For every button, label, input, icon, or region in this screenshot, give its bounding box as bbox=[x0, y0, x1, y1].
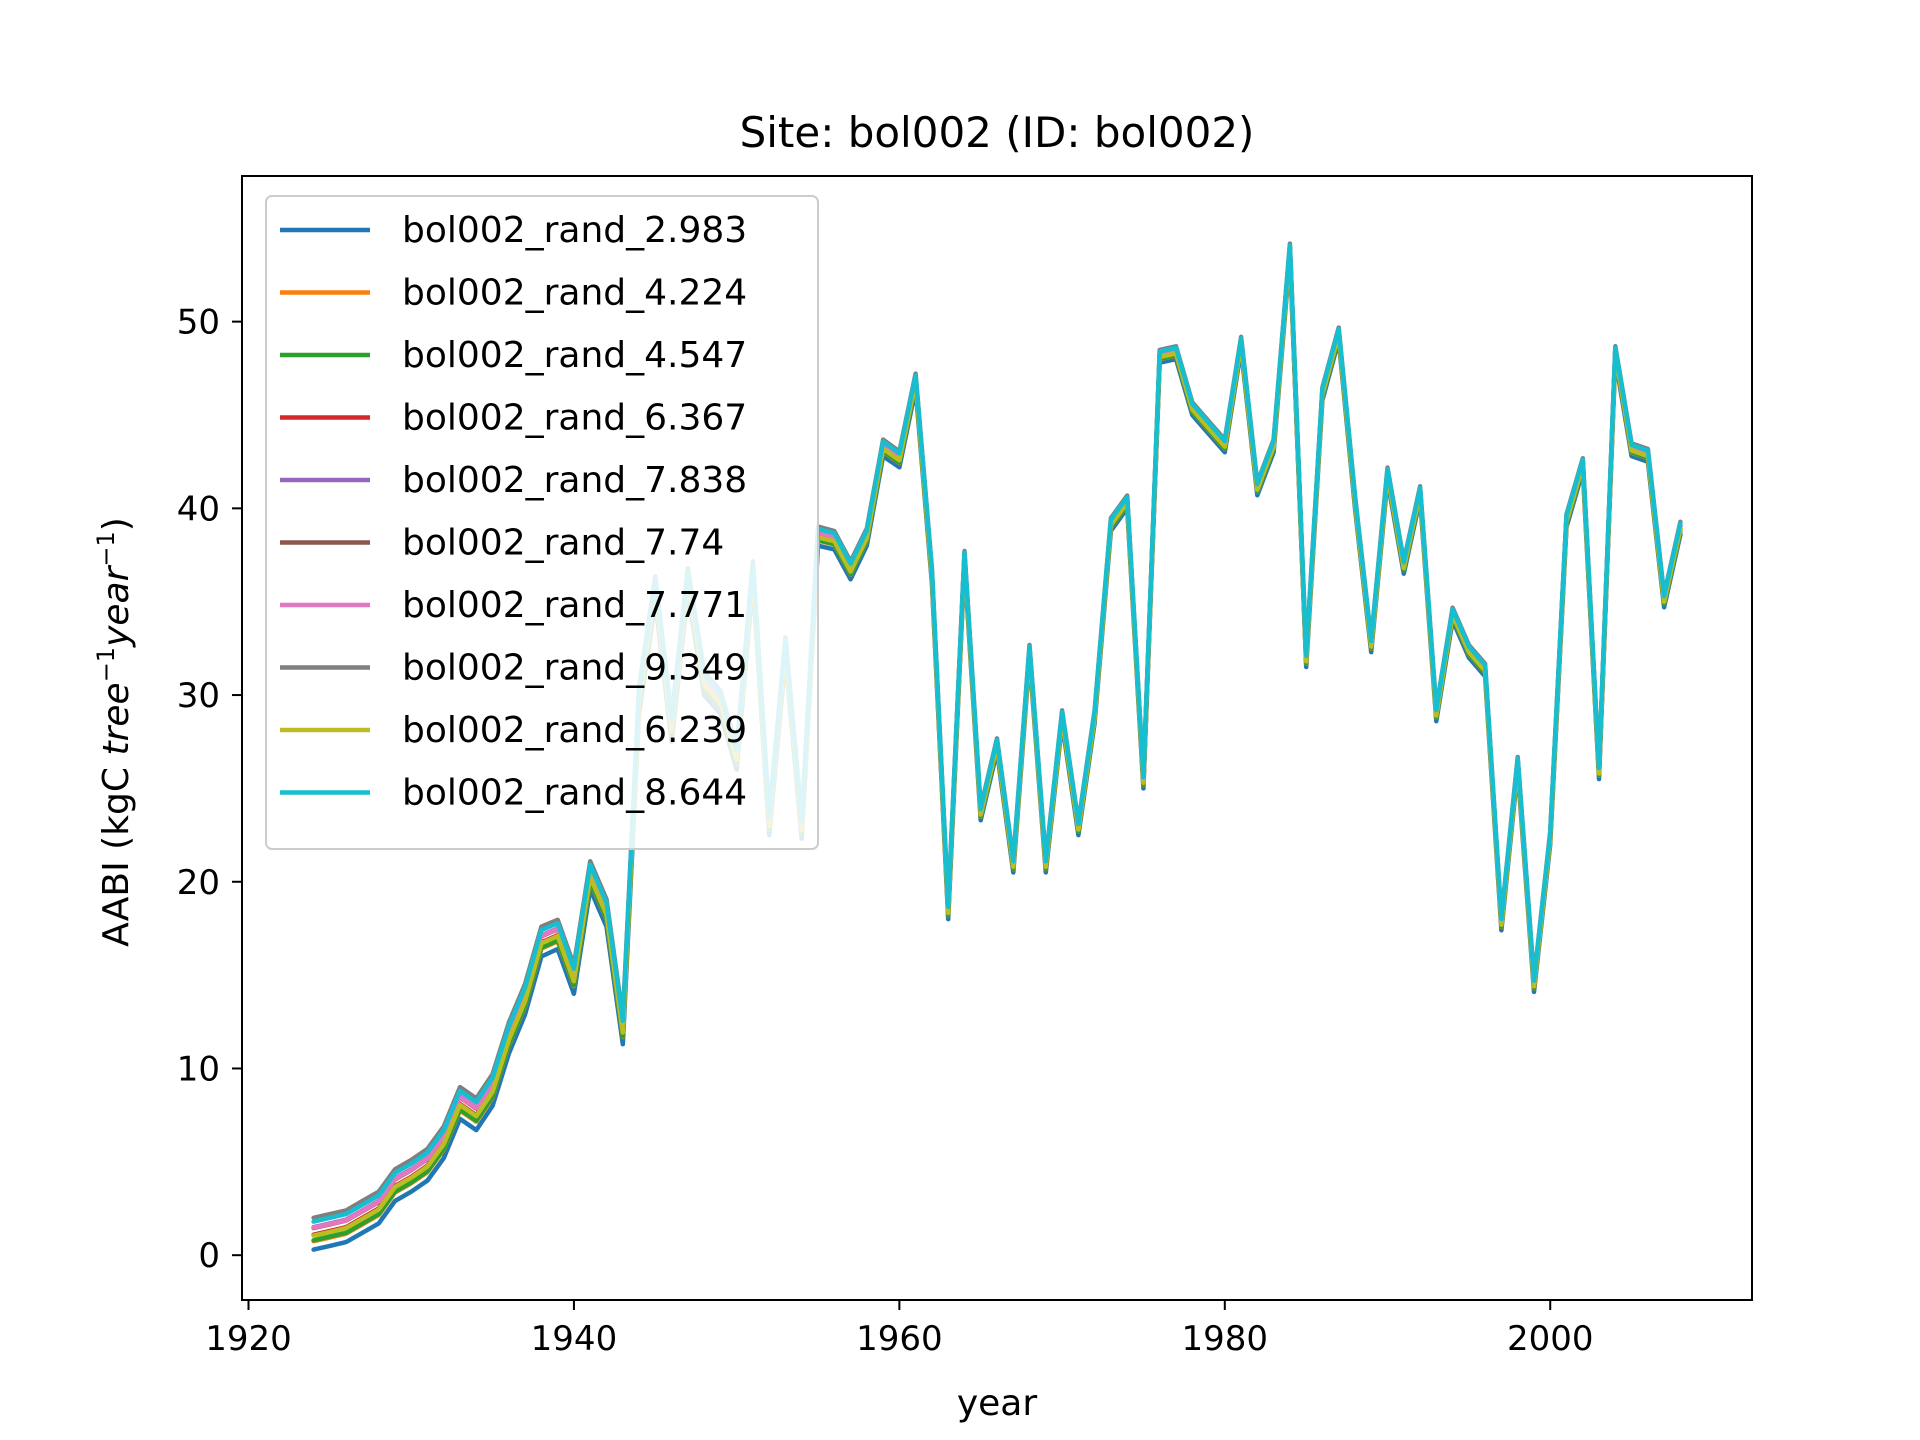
legend-label: bol002_rand_7.771 bbox=[402, 585, 747, 626]
legend-label: bol002_rand_4.547 bbox=[402, 335, 747, 376]
y-label-tree: tree bbox=[96, 682, 137, 755]
y-tick-label: 30 bbox=[177, 676, 220, 716]
legend-label: bol002_rand_4.224 bbox=[402, 273, 747, 314]
x-tick-label: 1980 bbox=[1182, 1319, 1269, 1359]
y-label-sup1: −1 bbox=[92, 647, 120, 682]
axes-frame bbox=[241, 175, 1753, 1301]
x-axis-ticks: 1920 1940 1960 1980 2000 bbox=[205, 1300, 1593, 1359]
legend-label: bol002_rand_7.838 bbox=[402, 460, 747, 501]
series-lines bbox=[311, 241, 1683, 1252]
legend-label: bol002_rand_6.239 bbox=[402, 710, 747, 751]
legend-label: bol002_rand_6.367 bbox=[402, 398, 747, 439]
x-tick-label: 1920 bbox=[205, 1319, 292, 1359]
y-label-year: year bbox=[96, 564, 137, 648]
y-tick-label: 40 bbox=[177, 489, 220, 529]
y-tick-label: 20 bbox=[177, 863, 220, 903]
y-tick-label: 50 bbox=[177, 303, 220, 343]
legend-label: bol002_rand_9.349 bbox=[402, 648, 747, 689]
x-tick-label: 1960 bbox=[856, 1319, 943, 1359]
legend-label: bol002_rand_7.74 bbox=[402, 523, 724, 564]
legend-box bbox=[265, 195, 819, 850]
series-line-10 bbox=[311, 242, 1683, 1224]
plot-area bbox=[311, 241, 1683, 1252]
x-tick-label: 2000 bbox=[1507, 1319, 1594, 1359]
x-axis-label: year bbox=[957, 1383, 1038, 1424]
legend-label: bol002_rand_2.983 bbox=[402, 210, 747, 251]
y-tick-label: 10 bbox=[177, 1049, 220, 1089]
y-axis-ticks: 0 10 20 30 40 50 bbox=[177, 303, 242, 1276]
y-tick-label: 0 bbox=[198, 1236, 220, 1276]
legend-label: bol002_rand_8.644 bbox=[402, 773, 747, 814]
legend: bol002_rand_2.983 bol002_rand_4.224 bol002… bbox=[265, 195, 819, 850]
x-tick-label: 1940 bbox=[531, 1319, 618, 1359]
y-axis-label: AABI (kgC tree−1year−1) bbox=[92, 517, 137, 947]
y-label-sup2: −1 bbox=[92, 531, 120, 566]
y-label-prefix: AABI (kgC bbox=[96, 756, 137, 947]
chart-title: Site: bol002 (ID: bol002) bbox=[740, 108, 1255, 157]
y-label-suffix: ) bbox=[96, 517, 137, 531]
